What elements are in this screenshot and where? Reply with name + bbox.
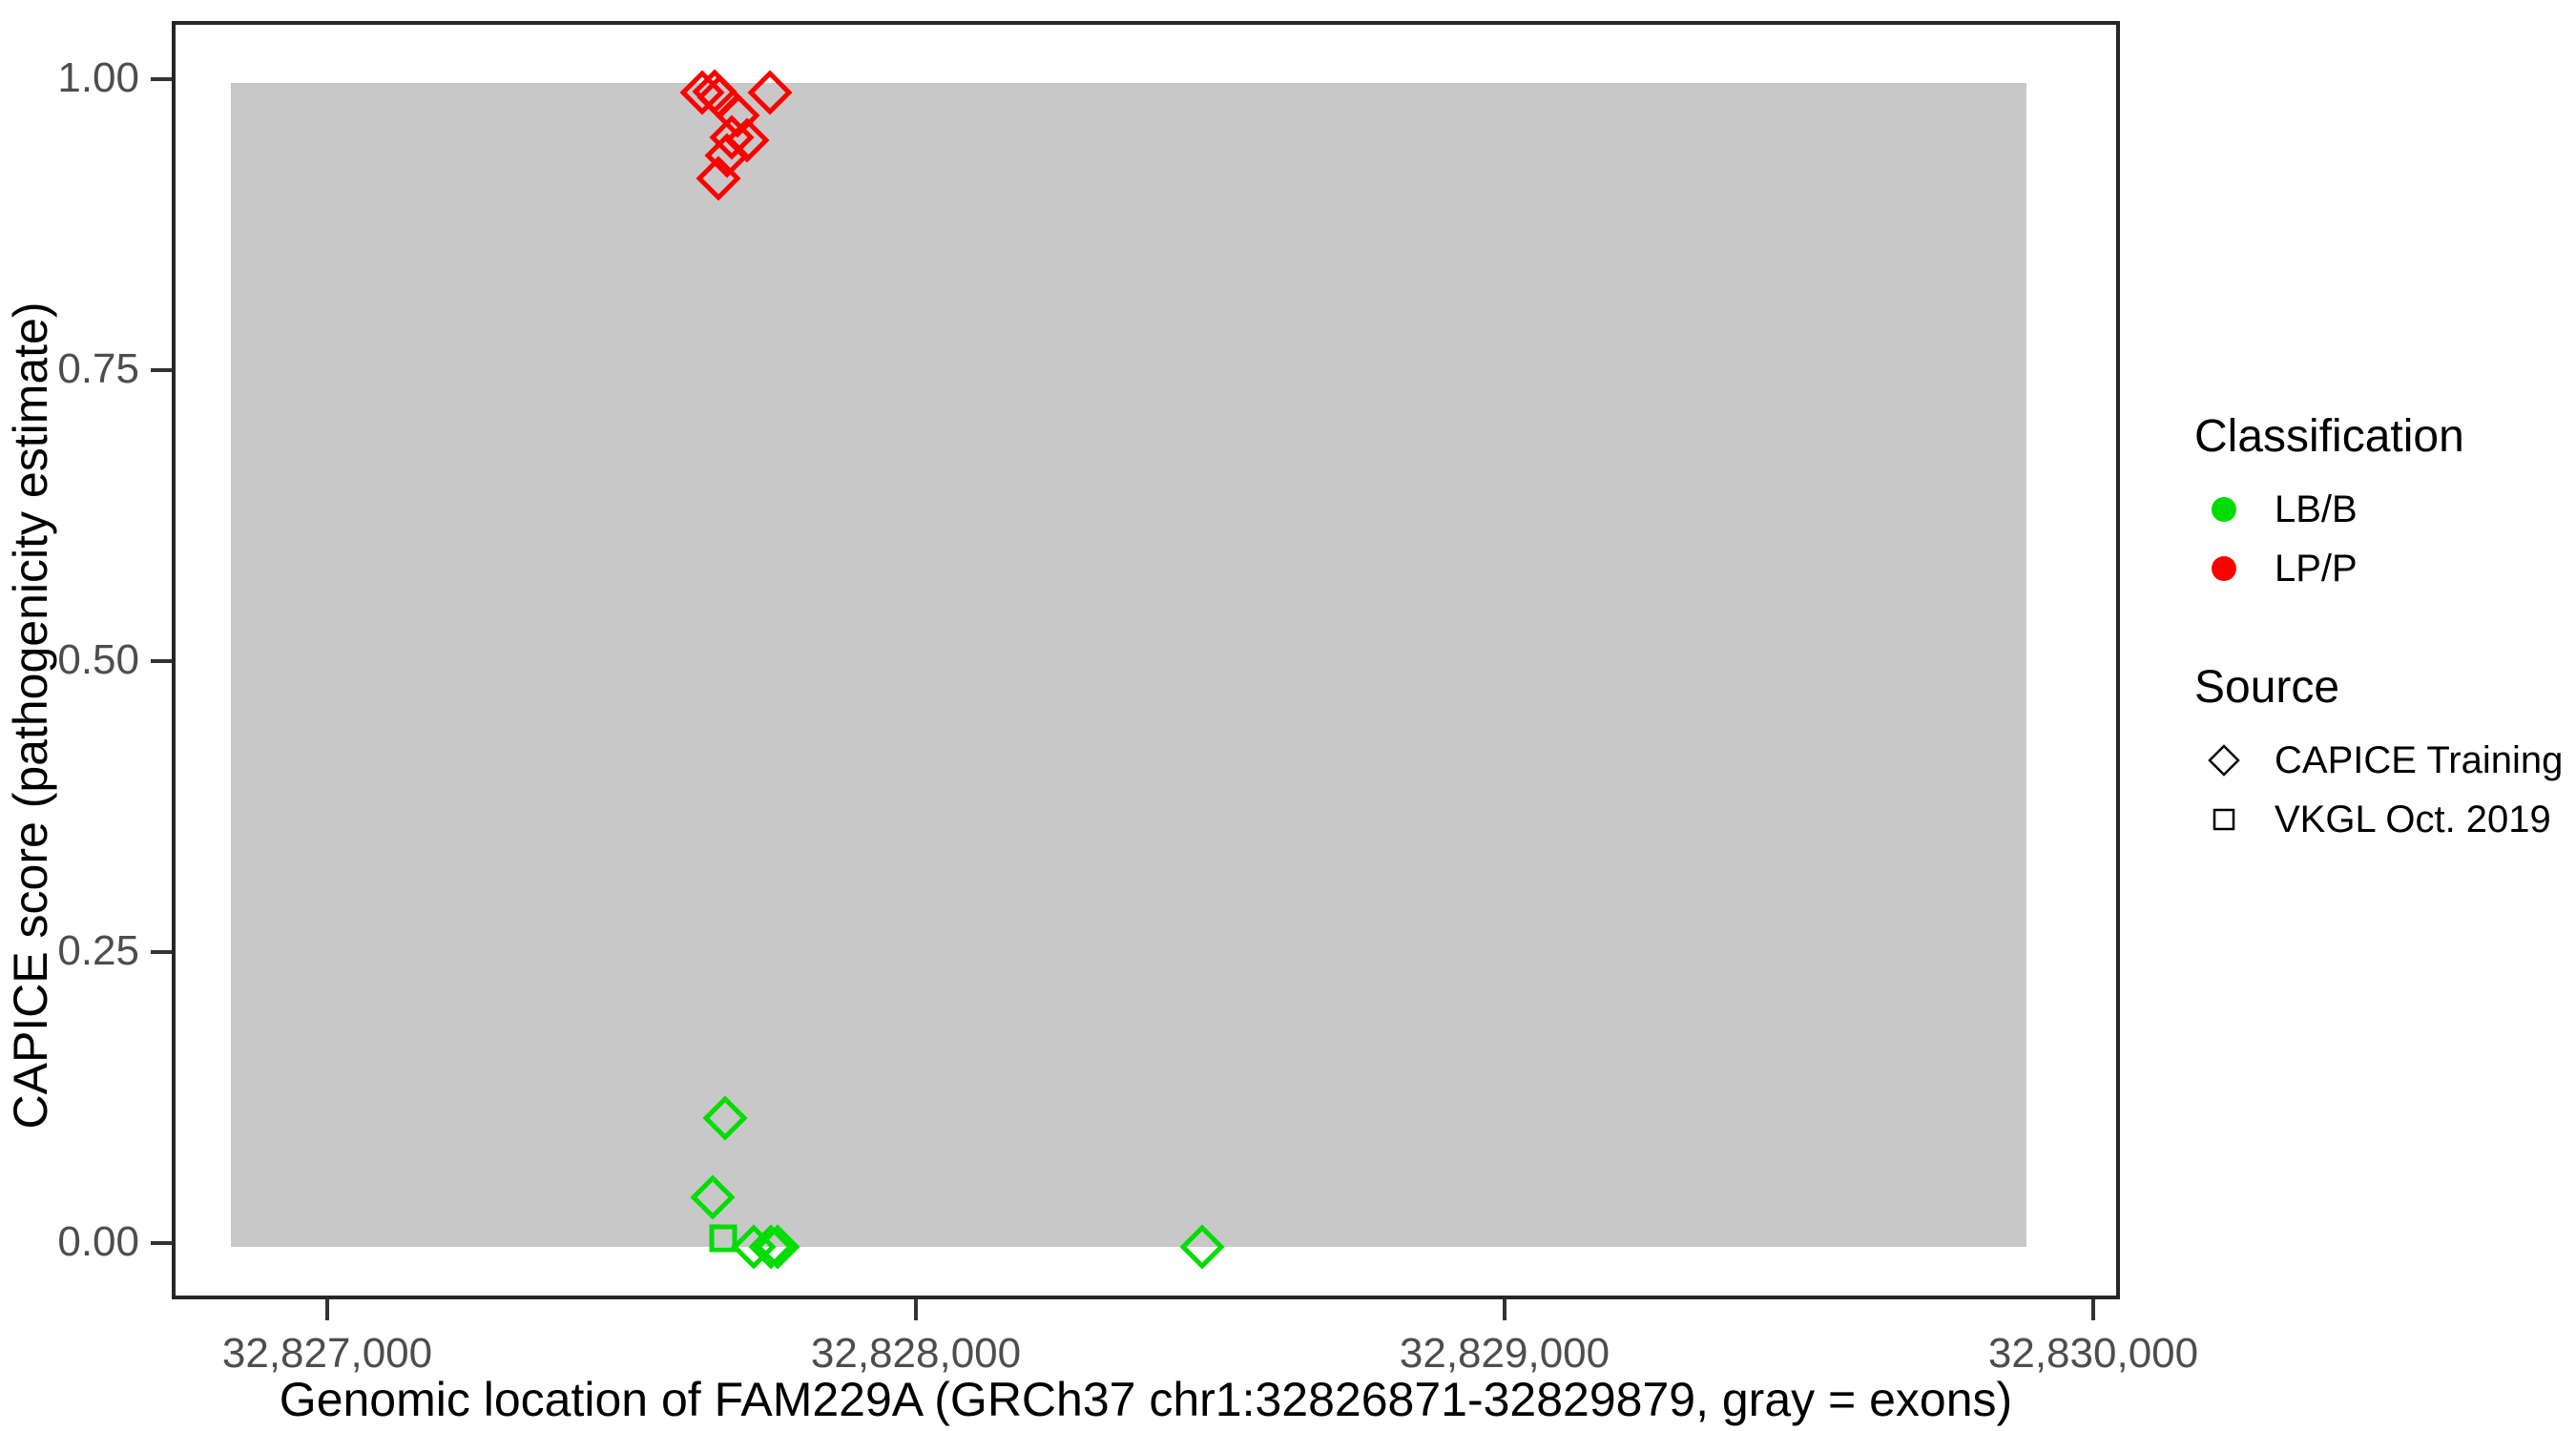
y-tick-label: 0.00	[57, 1218, 139, 1265]
y-tick-label: 1.00	[57, 54, 139, 101]
legend-label-lbb: LB/B	[2275, 487, 2358, 530]
legend-group-classification: Classification LB/B LP/P	[2194, 410, 2576, 598]
legend-item-capice-training[interactable]: CAPICE Training	[2194, 731, 2576, 790]
y-tick-label: 0.75	[57, 345, 139, 392]
y-tick-mark	[151, 659, 172, 663]
legend: Classification LB/B LP/P Source CAPIC	[2194, 410, 2576, 912]
x-tick-label: 32,828,000	[810, 1330, 1022, 1377]
y-tick-mark	[151, 77, 172, 81]
legend-item-lpp[interactable]: LP/P	[2194, 539, 2576, 598]
y-tick-mark	[151, 950, 172, 954]
legend-item-lbb[interactable]: LB/B	[2194, 480, 2576, 539]
x-tick-label: 32,827,000	[221, 1330, 433, 1377]
legend-label-vkgl: VKGL Oct. 2019	[2275, 798, 2551, 840]
legend-key-square-icon	[2194, 790, 2254, 849]
x-tick-mark	[914, 1299, 918, 1320]
y-tick-mark	[151, 368, 172, 372]
x-tick-mark	[1503, 1299, 1506, 1320]
y-tick-label: 0.50	[57, 636, 139, 683]
legend-key-diamond-icon	[2194, 731, 2254, 790]
x-tick-mark	[2091, 1299, 2095, 1320]
legend-label-capice-training: CAPICE Training	[2275, 738, 2564, 781]
y-tick-mark	[151, 1241, 172, 1245]
legend-item-vkgl[interactable]: VKGL Oct. 2019	[2194, 790, 2576, 849]
exon-region	[331, 83, 2026, 1247]
legend-key-lpp-circle-icon	[2194, 539, 2254, 598]
x-axis-title: Genomic location of FAM229A (GRCh37 chr1…	[279, 1373, 2013, 1426]
legend-label-lpp: LP/P	[2275, 547, 2358, 590]
y-axis-title: CAPICE score (pathogenicity estimate)	[4, 301, 57, 1130]
legend-key-lbb-circle-icon	[2194, 480, 2254, 539]
x-tick-label: 32,829,000	[1399, 1330, 1610, 1377]
x-tick-mark	[325, 1299, 329, 1320]
legend-title-classification: Classification	[2194, 411, 2464, 462]
y-tick-label: 0.25	[57, 927, 139, 974]
legend-group-source: Source CAPICE Training VKGL Oct. 2019	[2194, 661, 2576, 849]
legend-title-source: Source	[2194, 662, 2340, 713]
plot-panel	[172, 21, 2120, 1299]
x-tick-label: 32,830,000	[1987, 1330, 2199, 1377]
